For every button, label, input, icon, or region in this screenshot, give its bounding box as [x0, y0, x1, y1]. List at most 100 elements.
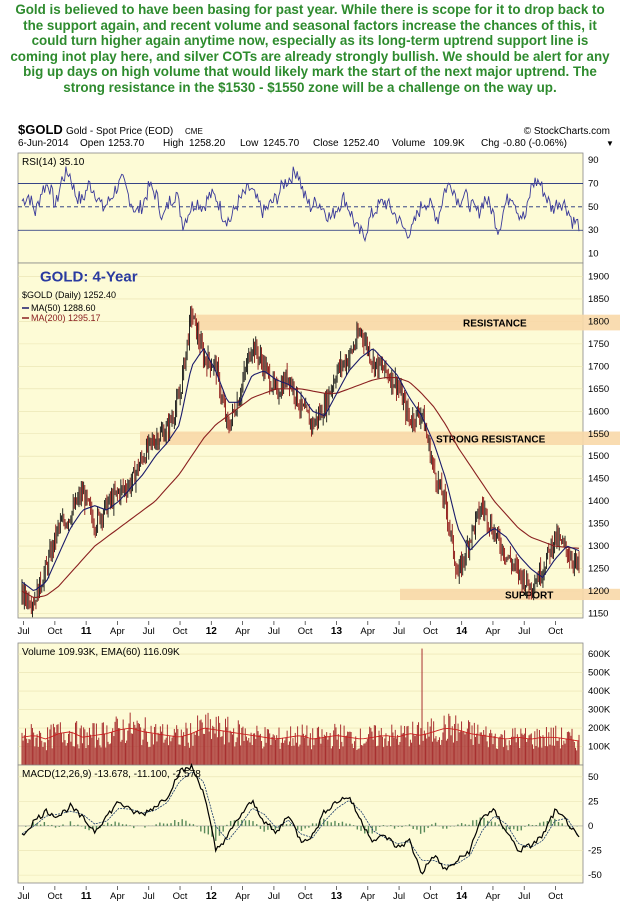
ma50-line [21, 347, 580, 592]
volume-panel: Volume 109.93K, EMA(60) 116.09K 600K 500K… [17, 642, 611, 766]
rsi-line [21, 166, 580, 243]
price-tick-label: 1800 [588, 316, 609, 327]
price-tick-label: 1250 [588, 564, 609, 575]
price-tick-label: 1550 [588, 429, 609, 440]
macd-tick-label: -50 [588, 870, 602, 881]
high-label: High [163, 138, 184, 149]
annotation-band [140, 431, 620, 445]
x-tick-label: Oct [298, 626, 313, 637]
price-tick-label: 1650 [588, 384, 609, 395]
volume-tick-label: 100K [588, 742, 611, 753]
close-label: Close [313, 138, 339, 149]
ma200-legend: MA(200) 1295.17 [31, 313, 101, 323]
chg-value: -0.80 (-0.06%) [503, 138, 567, 149]
chart-name: Gold - Spot Price (EOD) [66, 126, 173, 137]
macd-line [21, 762, 580, 875]
macd-legend: MACD(12,26,9) -13.678, -11.100, -2.578 [22, 769, 201, 780]
macd-tick-label: 50 [588, 772, 599, 783]
macd-signal-line [21, 771, 580, 866]
ma200-line [21, 377, 580, 598]
annotation-label: RESISTANCE [463, 319, 527, 330]
x-tick-label: 12 [206, 891, 218, 902]
chevron-down-icon[interactable]: ▼ [606, 139, 614, 148]
annotation-band [196, 314, 620, 331]
x-tick-label: Apr [235, 891, 250, 902]
x-axis-bottom: Jul Oct 11 Apr Jul Oct 12 Apr Jul Oct 13 Apr Jul Oct 1… [17, 886, 563, 902]
x-tick-label: Oct [423, 626, 438, 637]
x-tick-label: Apr [110, 626, 125, 637]
price-legend: $GOLD (Daily) 1252.40 [22, 290, 116, 300]
x-tick-label: Jul [268, 626, 280, 637]
macd-panel: MACD(12,26,9) -13.678, -11.100, -2.578 5… [17, 762, 602, 884]
x-tick-label: Jul [518, 891, 530, 902]
x-tick-label: Jul [17, 626, 29, 637]
price-tick-label: 1200 [588, 586, 609, 597]
volume-tick-label: 200K [588, 723, 611, 734]
price-tick-label: 1600 [588, 406, 609, 417]
x-tick-label: Oct [548, 626, 563, 637]
x-tick-label: Apr [110, 891, 125, 902]
x-tick-label: 11 [81, 891, 92, 902]
low-label: Low [240, 138, 259, 149]
volume-tick-label: 300K [588, 705, 611, 716]
x-tick-label: Oct [298, 891, 313, 902]
volume-ema-line [21, 727, 580, 742]
x-tick-label: 13 [331, 891, 343, 902]
x-tick-label: 12 [206, 626, 218, 637]
open-value: 1253.70 [108, 138, 145, 149]
price-tick-label: 1500 [588, 451, 609, 462]
rsi-tick-label: 50 [588, 202, 599, 213]
high-value: 1258.20 [189, 138, 226, 149]
x-tick-label: Apr [486, 891, 501, 902]
chart-title: GOLD: 4-Year [40, 269, 138, 286]
open-label: Open [80, 138, 104, 149]
chart-exchange: CME [185, 127, 203, 136]
chg-label: Chg [481, 138, 499, 149]
rsi-tick-label: 30 [588, 225, 599, 236]
x-tick-label: Oct [47, 626, 62, 637]
price-tick-label: 1350 [588, 519, 609, 530]
x-axis-top: Jul Oct 11 Apr Jul Oct 12 Apr Jul Oct 13 Apr Jul Oct 1… [17, 621, 563, 637]
price-tick-label: 1300 [588, 541, 609, 552]
x-tick-label: Jul [268, 891, 280, 902]
x-tick-label: Jul [393, 891, 405, 902]
chart-date: 6-Jun-2014 [18, 138, 69, 149]
volume-legend: Volume 109.93K, EMA(60) 116.09K [22, 647, 180, 658]
x-tick-label: Apr [360, 891, 375, 902]
rsi-tick-label: 10 [588, 249, 599, 260]
rsi-tick-label: 70 [588, 178, 599, 189]
price-tick-label: 1400 [588, 496, 609, 507]
x-tick-label: Jul [143, 891, 155, 902]
x-tick-label: Oct [548, 891, 563, 902]
volume-tick-label: 500K [588, 668, 611, 679]
x-tick-label: Apr [360, 626, 375, 637]
price-tick-label: 1750 [588, 339, 609, 350]
chart-source: © StockCharts.com [524, 126, 610, 137]
x-tick-label: 14 [456, 626, 468, 637]
volume-tick-label: 400K [588, 686, 611, 697]
x-tick-label: Jul [518, 626, 530, 637]
x-tick-label: Oct [173, 626, 188, 637]
low-value: 1245.70 [263, 138, 300, 149]
rsi-legend: RSI(14) 35.10 [22, 157, 85, 168]
chart-caption: Gold is believed to have been basing for… [10, 2, 610, 95]
macd-tick-label: 0 [588, 821, 593, 832]
x-tick-label: 11 [81, 626, 92, 637]
price-tick-label: 1450 [588, 474, 609, 485]
x-tick-label: Oct [47, 891, 62, 902]
x-tick-label: 14 [456, 891, 468, 902]
x-tick-label: Apr [235, 626, 250, 637]
x-tick-label: Oct [423, 891, 438, 902]
volume-label: Volume [392, 138, 426, 149]
price-tick-label: 1700 [588, 361, 609, 372]
x-tick-label: Jul [393, 626, 405, 637]
annotation-band [400, 588, 620, 601]
price-tick-label: 1900 [588, 271, 609, 282]
stock-chart: $GOLD Gold - Spot Price (EOD) CME © Stoc… [17, 122, 620, 902]
close-value: 1252.40 [343, 138, 380, 149]
x-tick-label: Jul [143, 626, 155, 637]
annotation-label: STRONG RESISTANCE [436, 434, 546, 445]
x-tick-label: Jul [17, 891, 29, 902]
price-tick-label: 1150 [588, 609, 608, 620]
